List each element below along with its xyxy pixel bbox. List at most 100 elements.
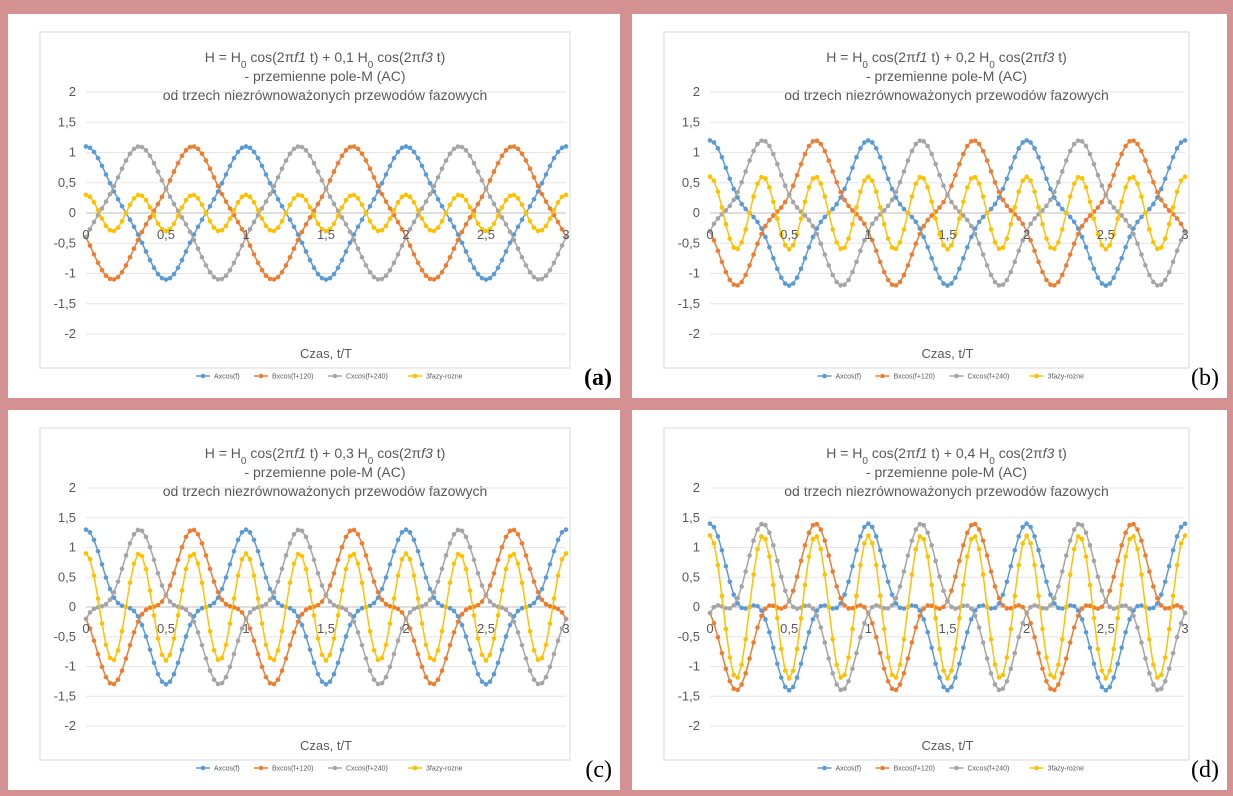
series-3fazy-point [99,216,105,221]
series-a-point [119,603,125,609]
legend-entry: 3fazy-rozne [408,374,463,381]
series-b-point [367,166,373,172]
series-c-point [996,687,1002,693]
series-a-point [1158,592,1164,597]
series-a-point [291,608,297,614]
series-3fazy-point [139,193,145,199]
series-b-point [822,538,828,543]
series-a-point [1040,165,1045,171]
series-a-point [387,562,393,567]
series-a-point [1075,608,1081,613]
series-b-point [1115,558,1121,564]
series-3fazy-point [1139,194,1144,199]
series-b-point [996,595,1002,601]
series-a-point [183,634,189,639]
series-a-point [295,232,301,237]
series-a-point [207,603,213,609]
series-c-point [782,183,788,189]
series-3fazy-point [727,655,733,660]
series-3fazy-point [315,636,321,641]
series-b-point [359,541,365,546]
series-a-point [407,530,413,535]
series-c-point [383,273,389,279]
series-3fazy-point [187,553,193,559]
series-3fazy-point [1083,185,1089,190]
series-3fazy-point [1032,189,1037,194]
series-a-point [1012,154,1018,160]
series-b-point [778,606,784,611]
series-c-point [375,277,381,282]
series-b-point [531,579,537,584]
series-a-point [1107,684,1113,690]
legend-marker [332,765,338,771]
series-c-point [559,243,565,248]
series-b-point [822,148,828,154]
series-3fazy-point [535,657,541,663]
series-3fazy-point [1024,174,1029,179]
series-b-point [427,680,433,686]
chart-title-line-1: H = H0 cos(2πf1 t) + 0,1 H0 cos(2πf3 t) [205,49,446,71]
series-b-point [814,138,820,143]
series-b-point [1004,606,1010,611]
series-b-point [439,668,445,673]
series-3fazy-point [1151,662,1156,668]
series-c-point [1016,248,1022,254]
series-b-point [913,241,919,246]
series-c-point [399,243,405,248]
series-a-point [451,224,457,230]
series-3fazy-point [1048,245,1053,250]
series-c-point [447,541,453,546]
series-3fazy-point [371,225,377,230]
series-c-point [287,541,293,546]
series-a-point [299,622,305,628]
x-tick-label: 1,5 [938,227,956,242]
series-a-point [563,144,569,149]
series-b-point [499,544,505,550]
series-3fazy-point [339,588,345,593]
series-a-point [1059,606,1065,611]
x-tick-label: 0 [706,621,713,636]
series-3fazy-point [941,668,946,673]
series-c-point [451,532,457,537]
series-a-point [347,622,353,628]
series-3fazy-point [1063,210,1069,216]
series-3fazy-point [511,192,517,198]
series-a-point [251,537,257,543]
y-tick-label: -1,5 [678,296,700,311]
legend-label: Cxcos(f+240) [968,374,1010,381]
series-3fazy-point [543,223,549,229]
series-b-point [1059,671,1065,676]
series-3fazy-point [303,566,309,572]
series-c-point [953,205,958,210]
series-c-point [782,588,788,594]
x-tick-label: 2 [1023,227,1030,242]
series-a-point [1067,214,1073,220]
series-3fazy-point [976,181,982,186]
series-3fazy-point [759,534,764,539]
series-a-point [1028,524,1033,530]
series-3fazy-point [459,553,465,559]
series-a-point [515,224,521,230]
series-a-point [315,271,321,277]
series-b-point [802,542,808,548]
series-a-point [475,671,481,677]
series-3fazy-point [315,221,321,226]
series-3fazy-point [563,192,569,198]
series-c-point [251,606,257,612]
series-3fazy-point [351,192,357,198]
series-a-point [171,671,177,677]
series-c-point [319,583,325,588]
series-b-point [183,147,189,153]
series-b-point [1139,148,1144,154]
series-3fazy-point [830,227,836,232]
series-3fazy-point [798,615,804,621]
series-b-point [1032,634,1037,640]
series-a-point [1099,684,1105,690]
series-b-point [371,579,377,584]
series-a-point [786,688,792,693]
series-3fazy-point [1000,672,1006,678]
series-a-point [937,275,942,280]
series-a-point [988,606,994,611]
series-3fazy-point [818,546,824,552]
series-c-point [747,553,752,558]
